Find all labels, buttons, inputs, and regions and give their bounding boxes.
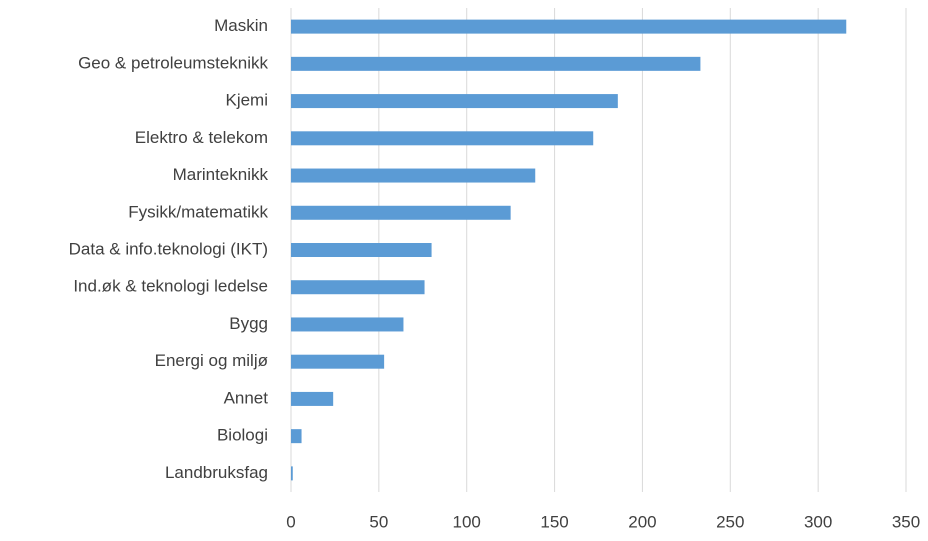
y-tick-label: Bygg	[229, 314, 268, 333]
y-tick-label: Data & info.teknologi (IKT)	[69, 239, 268, 258]
x-tick-label: 300	[804, 512, 832, 531]
y-tick-label: Elektro & telekom	[135, 128, 268, 147]
y-tick-label: Energi og miljø	[155, 351, 268, 370]
y-tick-label: Fysikk/matematikk	[128, 202, 268, 221]
x-tick-label: 100	[453, 512, 481, 531]
y-tick-label: Annet	[224, 388, 269, 407]
bar	[291, 317, 404, 332]
y-tick-label: Maskin	[214, 16, 268, 35]
bar	[291, 19, 847, 34]
x-tick-label: 250	[716, 512, 744, 531]
bar	[291, 466, 293, 481]
bar	[291, 243, 432, 257]
bar	[291, 429, 302, 444]
x-tick-label: 350	[892, 512, 920, 531]
y-tick-label: Biologi	[217, 426, 268, 445]
y-tick-label: Kjemi	[225, 91, 268, 110]
bar	[291, 56, 701, 71]
x-tick-label: 0	[286, 512, 295, 531]
y-tick-label: Landbruksfag	[165, 463, 268, 482]
x-tick-label: 200	[628, 512, 656, 531]
y-tick-label: Geo & petroleumsteknikk	[78, 53, 268, 72]
bar	[291, 391, 334, 406]
x-tick-label: 150	[540, 512, 568, 531]
bar	[291, 354, 385, 369]
y-tick-label: Marinteknikk	[173, 165, 269, 184]
bar	[291, 280, 425, 295]
bar	[291, 131, 594, 146]
bar	[291, 94, 618, 109]
y-tick-label: Ind.øk & teknologi ledelse	[73, 277, 268, 296]
bar	[291, 168, 536, 183]
x-tick-label: 50	[369, 512, 388, 531]
bar	[291, 205, 511, 220]
